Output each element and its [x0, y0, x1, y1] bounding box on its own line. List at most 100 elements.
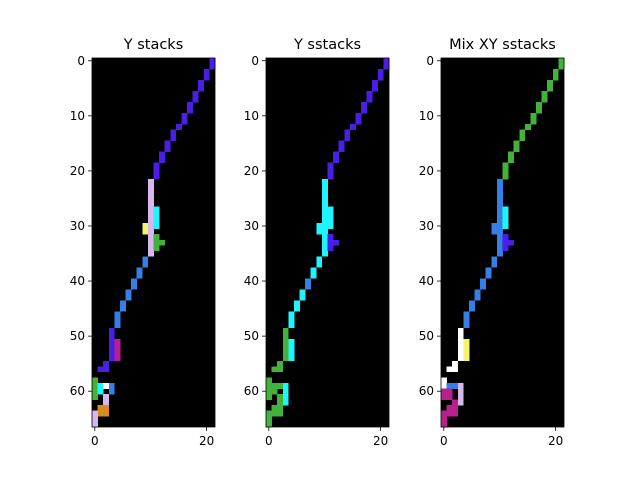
heatmap-cell — [496, 190, 503, 196]
heatmap-cell — [383, 63, 390, 70]
heatmap-cell — [446, 388, 453, 395]
heatmap-cell — [463, 322, 470, 329]
heatmap-cell — [282, 327, 289, 334]
heatmap-cell — [502, 223, 509, 230]
heatmap-cell — [266, 377, 272, 384]
heatmap-cell — [103, 360, 110, 367]
y-tick-label: 50 — [70, 329, 85, 343]
heatmap-cell — [474, 294, 481, 301]
heatmap-cell — [372, 85, 379, 92]
heatmap-cell — [288, 322, 295, 329]
heatmap-cell — [271, 404, 278, 411]
heatmap-cell — [97, 366, 104, 373]
heatmap-cell — [266, 388, 272, 395]
heatmap-cell — [147, 228, 154, 235]
heatmap-cell — [496, 239, 503, 246]
y-tick-label: 0 — [426, 54, 434, 68]
heatmap-cell — [496, 195, 503, 202]
heatmap-cell — [474, 289, 481, 296]
heatmap-cell — [164, 140, 171, 147]
heatmap-cell — [277, 360, 284, 367]
heatmap-cell — [321, 217, 328, 224]
y-tick-label: 10 — [70, 109, 85, 123]
heatmap-cell — [131, 278, 138, 285]
heatmap-cell — [321, 212, 328, 219]
heatmap-cell — [198, 80, 205, 86]
heatmap-cell — [147, 212, 154, 219]
heatmap-cell — [463, 344, 470, 351]
heatmap-cell — [441, 377, 447, 384]
heatmap-cell — [282, 344, 289, 351]
heatmap-cell — [136, 267, 143, 274]
heatmap-cell — [496, 228, 503, 235]
heatmap-cell — [97, 410, 104, 417]
heatmap-cell — [321, 223, 328, 230]
heatmap-cell — [496, 179, 503, 185]
heatmap-cell — [153, 239, 160, 246]
heatmap-cell — [344, 135, 351, 141]
heatmap-cell — [333, 151, 339, 158]
heatmap-cell — [147, 201, 154, 207]
heatmap-cell — [457, 382, 464, 389]
heatmap-cell — [338, 146, 345, 152]
heatmap-cell — [441, 382, 447, 389]
heatmap-cell — [446, 410, 453, 417]
heatmap-cell — [108, 382, 115, 389]
heatmap-cell — [187, 102, 193, 108]
heatmap-cell — [327, 168, 334, 174]
heatmap-cell — [441, 415, 447, 422]
heatmap-cell — [457, 388, 464, 395]
heatmap-cell — [496, 212, 503, 219]
heatmap-cell — [164, 146, 171, 152]
heatmap-cell — [203, 69, 210, 75]
x-tick-label: 0 — [265, 434, 273, 448]
heatmap-cell — [446, 371, 453, 378]
heatmap-cell — [142, 228, 149, 235]
heatmap-cell — [266, 393, 272, 400]
heatmap-cell — [119, 300, 126, 307]
heatmap-cell — [446, 382, 453, 389]
heatmap-cell — [355, 118, 362, 125]
heatmap-cell — [485, 267, 492, 274]
heatmap-cell — [366, 96, 373, 103]
heatmap-cell — [463, 316, 470, 323]
heatmap-cell — [463, 338, 470, 345]
chart-panel: Mix XY sstacks 0 10 20 30 40 50 60 0 20 — [419, 37, 565, 448]
heatmap-cell — [209, 63, 216, 70]
heatmap-cell — [327, 234, 334, 241]
heatmap-cell — [496, 245, 503, 252]
heatmap-cell — [452, 399, 459, 406]
heatmap-cell — [192, 91, 199, 97]
heatmap-cell — [170, 129, 177, 136]
heatmap-cell — [142, 261, 149, 268]
heatmap-cell — [305, 278, 312, 285]
heatmap-cell — [508, 157, 514, 163]
heatmap-cell — [502, 173, 509, 180]
heatmap-cell — [519, 129, 526, 136]
heatmap-cell — [159, 157, 165, 163]
heatmap-cell — [97, 388, 104, 395]
heatmap-cell — [97, 404, 104, 411]
heatmap-cell — [282, 355, 289, 362]
heatmap-cell — [502, 217, 509, 224]
heatmap-cell — [552, 69, 559, 75]
heatmap-cell — [496, 217, 503, 224]
heatmap-cell — [327, 223, 334, 230]
heatmap-cell — [131, 283, 138, 290]
heatmap-cell — [457, 399, 464, 406]
y-tick-label: 60 — [419, 384, 434, 398]
heatmap-cell — [159, 151, 165, 158]
heatmap-cell — [92, 393, 98, 400]
y-tick-label: 40 — [244, 274, 259, 288]
heatmap-cell — [299, 289, 306, 296]
heatmap-cell — [175, 124, 182, 130]
heatmap-cell — [316, 228, 323, 235]
heatmap-cell — [452, 366, 459, 373]
x-tick-label: 20 — [199, 434, 214, 448]
heatmap-cell — [513, 146, 520, 152]
heatmap-cell — [519, 135, 526, 141]
heatmap-cell — [288, 355, 295, 362]
heatmap-cell — [508, 151, 514, 158]
heatmap-cell — [491, 261, 498, 268]
